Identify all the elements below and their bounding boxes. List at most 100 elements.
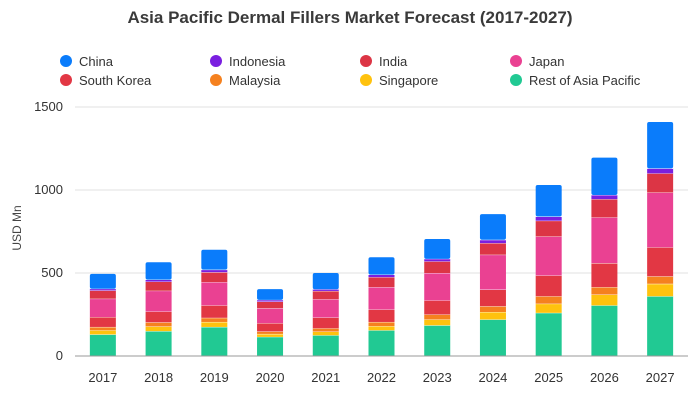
bar-segment-japan-2022[interactable] (368, 287, 395, 310)
bar-segment-malaysia-2022[interactable] (368, 321, 395, 327)
legend-item-indonesia[interactable]: Indonesia (210, 52, 285, 70)
bar-segment-japan-2026[interactable] (591, 217, 618, 264)
bar-segment-malaysia-2017[interactable] (89, 326, 116, 331)
bar-segment-indonesia-2026[interactable] (591, 194, 618, 200)
bar-segment-china-2022[interactable] (368, 257, 395, 275)
bar-segment-rest-of-asia-pacific-2026[interactable] (591, 305, 618, 356)
bar-segment-japan-2027[interactable] (647, 192, 674, 248)
bar-segment-singapore-2023[interactable] (424, 319, 451, 326)
x-tick-label: 2019 (200, 370, 229, 385)
bar-segment-south-korea-2026[interactable] (591, 263, 618, 288)
bar-segment-japan-2024[interactable] (479, 254, 506, 290)
bar-segment-india-2021[interactable] (312, 290, 339, 300)
bar-segment-rest-of-asia-pacific-2019[interactable] (201, 326, 228, 356)
bar-segment-china-2027[interactable] (647, 121, 674, 169)
bar-segment-singapore-2025[interactable] (535, 303, 562, 313)
bar-segment-japan-2018[interactable] (145, 290, 172, 312)
bar-segment-japan-2019[interactable] (201, 282, 228, 306)
bar-segment-rest-of-asia-pacific-2023[interactable] (424, 325, 451, 356)
bar-segment-indonesia-2017[interactable] (89, 288, 116, 291)
bar-segment-malaysia-2023[interactable] (424, 314, 451, 320)
bar-segment-indonesia-2020[interactable] (257, 299, 284, 302)
bar-segment-south-korea-2025[interactable] (535, 275, 562, 297)
bar-segment-singapore-2021[interactable] (312, 331, 339, 336)
bar-segment-japan-2025[interactable] (535, 236, 562, 276)
bar-segment-rest-of-asia-pacific-2020[interactable] (257, 336, 284, 356)
bar-segment-japan-2021[interactable] (312, 299, 339, 318)
legend-item-singapore[interactable]: Singapore (360, 71, 438, 89)
bar-segment-china-2021[interactable] (312, 273, 339, 290)
legend-item-south-korea[interactable]: South Korea (60, 71, 151, 89)
bar-segment-india-2020[interactable] (257, 301, 284, 309)
bar-segment-rest-of-asia-pacific-2017[interactable] (89, 334, 116, 356)
bar-segment-japan-2017[interactable] (89, 298, 116, 317)
bar-segment-south-korea-2019[interactable] (201, 305, 228, 318)
bar-segment-singapore-2018[interactable] (145, 326, 172, 332)
bar-segment-rest-of-asia-pacific-2024[interactable] (479, 319, 506, 356)
bar-segment-rest-of-asia-pacific-2021[interactable] (312, 335, 339, 356)
bar-segment-indonesia-2022[interactable] (368, 274, 395, 278)
bar-segment-rest-of-asia-pacific-2025[interactable] (535, 312, 562, 356)
bar-segment-china-2019[interactable] (201, 249, 228, 270)
bar-segment-singapore-2026[interactable] (591, 294, 618, 306)
bar-segment-malaysia-2027[interactable] (647, 276, 674, 284)
bar-segment-malaysia-2026[interactable] (591, 287, 618, 295)
bar-segment-india-2022[interactable] (368, 277, 395, 288)
legend-label-malaysia: Malaysia (229, 72, 281, 88)
bar-segment-singapore-2019[interactable] (201, 321, 228, 327)
bar-segment-china-2023[interactable] (424, 238, 451, 259)
bar-segment-china-2024[interactable] (479, 214, 506, 240)
bar-segment-south-korea-2023[interactable] (424, 300, 451, 315)
bar-segment-indonesia-2023[interactable] (424, 258, 451, 262)
bar-segment-india-2018[interactable] (145, 281, 172, 291)
bar-segment-singapore-2024[interactable] (479, 312, 506, 320)
bar-segment-india-2023[interactable] (424, 261, 451, 273)
legend-marker-india (360, 55, 372, 67)
bar-segment-rest-of-asia-pacific-2018[interactable] (145, 331, 172, 356)
bar-segment-indonesia-2018[interactable] (145, 279, 172, 282)
bar-segment-indonesia-2024[interactable] (479, 239, 506, 244)
bar-segment-singapore-2027[interactable] (647, 283, 674, 297)
bar-segment-south-korea-2021[interactable] (312, 317, 339, 329)
bar-segment-rest-of-asia-pacific-2022[interactable] (368, 330, 395, 356)
bar-segment-china-2020[interactable] (257, 289, 284, 300)
legend-item-rest-of-asia-pacific[interactable]: Rest of Asia Pacific (510, 71, 640, 89)
bar-segment-malaysia-2025[interactable] (535, 296, 562, 304)
bar-segment-india-2026[interactable] (591, 199, 618, 218)
bar-segment-china-2017[interactable] (89, 273, 116, 289)
bar-segment-singapore-2017[interactable] (89, 330, 116, 335)
legend-item-china[interactable]: China (60, 52, 113, 70)
legend-item-japan[interactable]: Japan (510, 52, 564, 70)
bar-segment-india-2019[interactable] (201, 272, 228, 283)
bar-segment-south-korea-2027[interactable] (647, 247, 674, 277)
bar-segment-china-2026[interactable] (591, 157, 618, 195)
bar-segment-malaysia-2021[interactable] (312, 328, 339, 332)
legend-item-india[interactable]: India (360, 52, 407, 70)
bar-segment-india-2024[interactable] (479, 243, 506, 255)
bar-segment-south-korea-2020[interactable] (257, 323, 284, 332)
bar-segment-singapore-2022[interactable] (368, 326, 395, 331)
bar-segment-indonesia-2027[interactable] (647, 168, 674, 174)
bar-segment-india-2017[interactable] (89, 290, 116, 299)
bar-segment-indonesia-2025[interactable] (535, 216, 562, 221)
bar-segment-malaysia-2024[interactable] (479, 306, 506, 313)
bar-segment-japan-2020[interactable] (257, 308, 284, 324)
bar-segment-india-2027[interactable] (647, 173, 674, 193)
bar-segment-china-2025[interactable] (535, 185, 562, 217)
bar-segment-india-2025[interactable] (535, 220, 562, 237)
bar-segment-south-korea-2024[interactable] (479, 289, 506, 307)
bar-segment-malaysia-2020[interactable] (257, 331, 284, 334)
bar-segment-south-korea-2018[interactable] (145, 311, 172, 323)
bar-segment-china-2018[interactable] (145, 262, 172, 280)
bar-segment-japan-2023[interactable] (424, 273, 451, 301)
bar-segment-malaysia-2018[interactable] (145, 322, 172, 327)
bar-segment-south-korea-2017[interactable] (89, 316, 116, 327)
legend-item-malaysia[interactable]: Malaysia (210, 71, 280, 89)
bar-segment-malaysia-2019[interactable] (201, 317, 228, 322)
bar-stack-2026 (591, 157, 618, 356)
bar-segment-singapore-2020[interactable] (257, 333, 284, 337)
bar-segment-rest-of-asia-pacific-2027[interactable] (647, 296, 674, 356)
bar-segment-indonesia-2021[interactable] (312, 289, 339, 291)
bar-segment-indonesia-2019[interactable] (201, 269, 228, 273)
bar-segment-south-korea-2022[interactable] (368, 309, 395, 322)
